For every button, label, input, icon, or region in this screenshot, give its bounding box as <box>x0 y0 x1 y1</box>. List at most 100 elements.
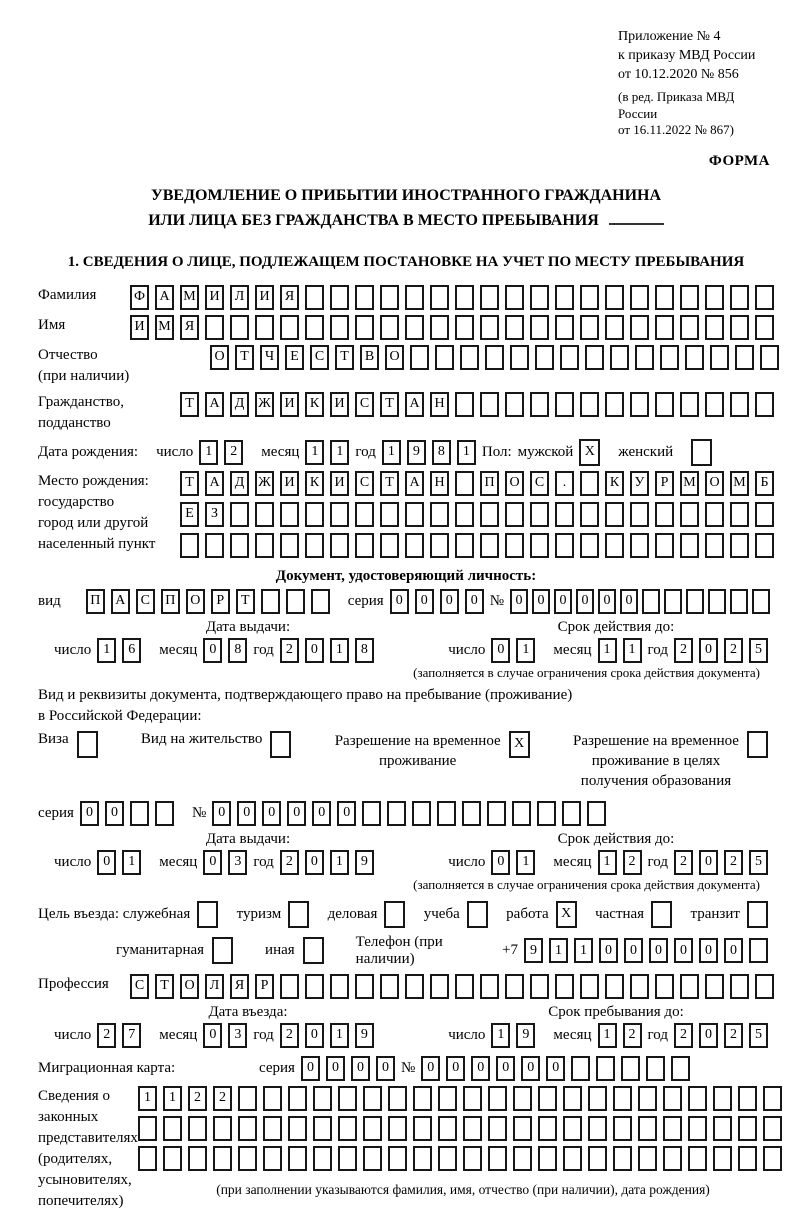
cell[interactable]: 1 <box>305 439 325 465</box>
cell[interactable]: 2 <box>279 637 299 663</box>
cell[interactable] <box>580 391 599 417</box>
cell[interactable] <box>708 588 726 614</box>
cell[interactable]: 0 <box>491 849 511 875</box>
cell[interactable] <box>437 800 457 826</box>
cell[interactable] <box>580 284 599 310</box>
cell[interactable] <box>280 973 299 999</box>
cell[interactable]: О <box>705 470 724 496</box>
cell[interactable]: X <box>508 730 530 758</box>
cell[interactable]: 0 <box>337 800 357 826</box>
cell[interactable]: 0 <box>97 849 117 875</box>
cell[interactable] <box>188 1145 207 1171</box>
cell[interactable] <box>655 973 674 999</box>
cell[interactable]: Т <box>180 470 199 496</box>
cell[interactable] <box>730 588 748 614</box>
cell[interactable]: А <box>405 470 424 496</box>
cell[interactable] <box>651 900 673 928</box>
cell[interactable]: 9 <box>354 849 374 875</box>
cell[interactable]: 0 <box>287 800 307 826</box>
cell[interactable]: А <box>110 588 130 614</box>
cell[interactable]: 8 <box>228 637 248 663</box>
cell[interactable] <box>313 1145 332 1171</box>
cell[interactable]: 0 <box>304 637 324 663</box>
cell[interactable]: 0 <box>699 849 718 875</box>
cell[interactable]: 2 <box>213 1085 232 1111</box>
cell[interactable] <box>605 973 624 999</box>
cell[interactable] <box>705 973 724 999</box>
cell[interactable] <box>585 344 604 370</box>
cell[interactable] <box>380 314 399 340</box>
cell[interactable]: 0 <box>203 849 223 875</box>
cell[interactable] <box>480 501 499 527</box>
cell[interactable]: 0 <box>496 1055 516 1081</box>
cell[interactable]: 9 <box>524 938 543 964</box>
cell[interactable]: Т <box>380 391 399 417</box>
cell[interactable] <box>555 391 574 417</box>
cell[interactable] <box>330 532 349 558</box>
cell[interactable] <box>487 800 507 826</box>
cell[interactable] <box>688 1115 707 1141</box>
cell[interactable] <box>255 501 274 527</box>
cell[interactable]: 3 <box>228 1022 248 1048</box>
cell[interactable]: 0 <box>599 938 618 964</box>
cell[interactable]: О <box>210 344 229 370</box>
cell[interactable] <box>230 501 249 527</box>
cell[interactable]: 0 <box>79 800 99 826</box>
cell[interactable]: 0 <box>262 800 282 826</box>
cell[interactable] <box>438 1115 457 1141</box>
cell[interactable]: 0 <box>414 588 434 614</box>
cell[interactable]: 5 <box>749 637 768 663</box>
cell[interactable]: X <box>579 438 601 466</box>
cell[interactable] <box>380 501 399 527</box>
cell[interactable] <box>288 1085 307 1111</box>
cell[interactable]: 2 <box>724 637 743 663</box>
cell[interactable]: В <box>360 344 379 370</box>
cell[interactable] <box>610 344 629 370</box>
cell[interactable]: А <box>405 391 424 417</box>
cell[interactable] <box>680 284 699 310</box>
cell[interactable] <box>355 532 374 558</box>
cell[interactable]: 1 <box>597 849 617 875</box>
cell[interactable]: 0 <box>546 1055 566 1081</box>
cell[interactable] <box>238 1145 257 1171</box>
cell[interactable] <box>313 1085 332 1111</box>
cell[interactable] <box>263 1115 282 1141</box>
cell[interactable] <box>710 344 729 370</box>
cell[interactable] <box>755 501 774 527</box>
cell[interactable]: 2 <box>622 849 642 875</box>
cell[interactable]: 1 <box>456 439 476 465</box>
cell[interactable]: 1 <box>163 1085 182 1111</box>
cell[interactable]: З <box>205 501 224 527</box>
cell[interactable] <box>730 314 749 340</box>
cell[interactable]: 3 <box>228 849 248 875</box>
cell[interactable] <box>405 314 424 340</box>
cell[interactable] <box>405 501 424 527</box>
cell[interactable]: Т <box>235 344 254 370</box>
cell[interactable] <box>455 501 474 527</box>
cell[interactable]: 0 <box>203 1022 223 1048</box>
cell[interactable] <box>730 973 749 999</box>
cell[interactable]: 0 <box>300 1055 320 1081</box>
cell[interactable] <box>605 314 624 340</box>
cell[interactable]: П <box>480 470 499 496</box>
residence-permit-checkbox[interactable] <box>270 730 297 758</box>
cell[interactable] <box>480 973 499 999</box>
cell[interactable] <box>605 501 624 527</box>
cell[interactable] <box>505 973 524 999</box>
cell[interactable] <box>180 532 199 558</box>
cell[interactable] <box>705 314 724 340</box>
cell[interactable] <box>238 1115 257 1141</box>
cell[interactable]: С <box>530 470 549 496</box>
cell[interactable]: 0 <box>674 938 693 964</box>
cell[interactable]: 0 <box>649 938 668 964</box>
cell[interactable] <box>280 314 299 340</box>
cell[interactable] <box>688 1145 707 1171</box>
cell[interactable] <box>510 344 529 370</box>
cell[interactable]: Н <box>430 391 449 417</box>
cell[interactable] <box>691 438 713 466</box>
cell[interactable] <box>480 391 499 417</box>
cell[interactable] <box>466 900 488 928</box>
cell[interactable] <box>613 1085 632 1111</box>
cell[interactable] <box>755 973 774 999</box>
cell[interactable] <box>163 1145 182 1171</box>
